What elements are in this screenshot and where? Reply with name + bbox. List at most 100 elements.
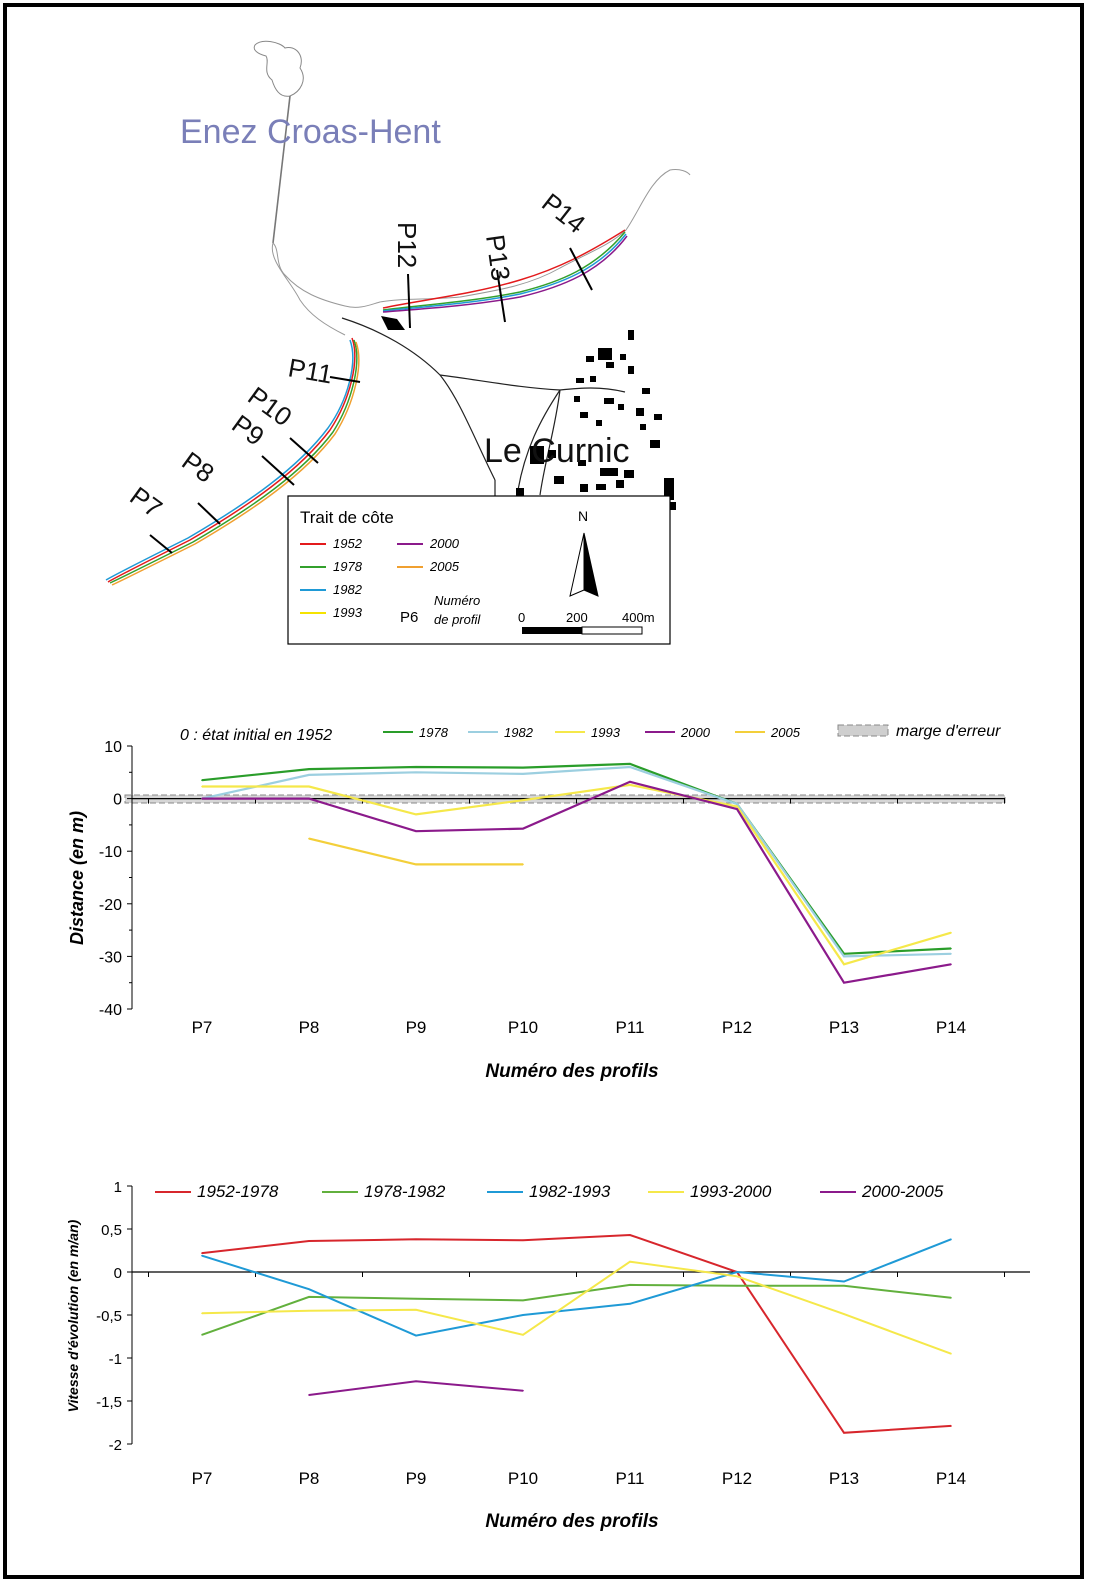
data-point-2000-p12	[736, 808, 738, 810]
roads	[341, 317, 626, 500]
data-point-2000-p9	[415, 830, 417, 833]
chart1-series	[201, 762, 952, 984]
y-tick-label: 0,5	[101, 1222, 122, 1239]
legend-profile-key: P6	[400, 609, 418, 626]
north-label: N	[578, 508, 588, 524]
data-point-1982-p12	[736, 803, 738, 805]
data-point-2000-p14	[950, 963, 952, 966]
coastline-1982-w	[105, 339, 354, 581]
coast-outline-2	[271, 242, 346, 336]
y-tick-label: 0	[113, 792, 122, 809]
data-point-1978-1982-p8	[308, 1296, 310, 1298]
series-line-1982-1993	[201, 1238, 952, 1337]
data-point-1978-p10	[522, 766, 524, 769]
data-point-1993-2000-p13	[843, 1313, 845, 1315]
village-label: Le Curnic	[484, 432, 630, 470]
chart2-axes: 1 0,5 0 -0,5 -1 -1,5 -2 P7 P8 P9 P10 P11 P12 P13 P14	[96, 1179, 1030, 1488]
coastline-1952	[382, 229, 626, 309]
data-point-1978-p7	[201, 779, 203, 781]
map: Enez Croas-Hent	[105, 40, 691, 645]
data-point-1952-1978-p7	[201, 1252, 203, 1254]
profile-line-p9	[261, 455, 295, 486]
data-point-1982-1993-p9	[415, 1334, 417, 1337]
chart2-y-label: Vitesse d'évolution (en m/an)	[65, 1219, 81, 1412]
legend-label-1982: 1982	[333, 582, 363, 597]
legend-label-1993-2000: 1993-2000	[690, 1182, 772, 1201]
causeway	[272, 95, 291, 244]
data-point-1978-1982-p12	[736, 1284, 738, 1287]
data-point-1982-1993-p10	[522, 1314, 524, 1316]
x-tick-label-p11: P11	[616, 1469, 645, 1488]
data-point-1978-1982-p13	[843, 1284, 845, 1287]
chart2-series	[201, 1233, 952, 1434]
scale-bar	[522, 626, 643, 635]
data-point-1993-p11	[629, 784, 631, 786]
data-point-1982-p9	[415, 771, 417, 774]
coastline-1978-w	[109, 339, 358, 584]
data-point-2000-p7	[201, 797, 203, 800]
data-point-1978-1982-p11	[629, 1284, 631, 1286]
legend-label-1982: 1982	[504, 725, 534, 740]
data-point-1982-1993-p11	[629, 1303, 631, 1305]
x-tick-label-p8: P8	[299, 1469, 320, 1488]
coastline-1952-w	[107, 337, 356, 583]
data-point-1982-1993-p12	[736, 1271, 738, 1273]
north-arrow-icon	[569, 532, 599, 597]
y-tick-label: -10	[99, 844, 122, 861]
legend-profile-key-text-1: Numéro	[434, 593, 480, 608]
error-band-legend: marge d'erreur	[837, 723, 1001, 740]
y-tick-label: -0,5	[96, 1308, 122, 1325]
series-line-2000	[202, 780, 952, 984]
x-tick-label-p8: P8	[299, 1018, 320, 1037]
legend-label-1978: 1978	[333, 559, 363, 574]
data-point-1993-p12	[736, 805, 738, 808]
scale-label-0: 0	[518, 610, 525, 625]
data-point-1982-p8	[308, 774, 310, 776]
data-point-1952-1978-p10	[522, 1239, 524, 1241]
data-point-1978-p11	[629, 763, 631, 765]
legend-label-2005: 2005	[429, 559, 460, 574]
profile-line-p7	[149, 534, 173, 554]
y-tick-label: -2	[109, 1437, 122, 1454]
speed-chart: 1952-1978 1978-1982 1982-1993 1993-2000 2000…	[65, 1179, 1030, 1532]
series-line-1982	[201, 765, 952, 958]
buildings	[381, 316, 676, 510]
x-tick-label-p13: P13	[829, 1469, 859, 1488]
x-tick-label-p7: P7	[192, 1469, 213, 1488]
y-tick-label: -30	[99, 949, 122, 966]
legend-label-1982-1993: 1982-1993	[529, 1182, 611, 1201]
data-point-1978-1982-p14	[950, 1297, 952, 1299]
profile-lines	[149, 247, 593, 554]
data-point-2000-p8	[308, 797, 310, 800]
y-tick-label: 1	[114, 1179, 122, 1196]
x-tick-label-p10: P10	[508, 1018, 538, 1037]
x-tick-label-p7: P7	[192, 1018, 213, 1037]
x-tick-label-p12: P12	[722, 1469, 752, 1488]
data-point-1978-p14	[950, 947, 952, 950]
x-tick-label-p14: P14	[936, 1018, 966, 1037]
island-outline	[253, 40, 304, 97]
data-point-2000-p11	[629, 780, 631, 783]
coastline-1978	[382, 231, 626, 311]
chart1-note: 0 : état initial en 1952	[180, 727, 332, 744]
data-point-1982-p10	[522, 773, 524, 775]
y-tick-label: 10	[104, 739, 122, 756]
legend-label-2000-2005: 2000-2005	[861, 1182, 944, 1201]
legend-label-2000: 2000	[429, 536, 460, 551]
data-point-1978-1982-p9	[415, 1297, 417, 1300]
profile-line-p10	[289, 437, 319, 464]
x-tick-label-p14: P14	[936, 1469, 966, 1488]
series-line-1978	[201, 762, 952, 955]
data-point-2000-2005-p10	[522, 1389, 524, 1392]
west-coastlines	[105, 337, 360, 586]
legend-profile-key-text-2: de profil	[434, 612, 481, 627]
data-point-1993-2000-p7	[201, 1312, 203, 1315]
chart1-y-label: Distance (en m)	[67, 811, 87, 945]
coastline-1982	[382, 233, 627, 312]
data-point-1993-2000-p9	[415, 1309, 417, 1311]
distance-chart: 0 : état initial en 1952 1978 1982 1993 200…	[67, 723, 1006, 1082]
data-point-1993-p14	[950, 931, 952, 934]
data-point-2000-p10	[522, 827, 524, 830]
profile-label-p7: P7	[124, 481, 167, 524]
